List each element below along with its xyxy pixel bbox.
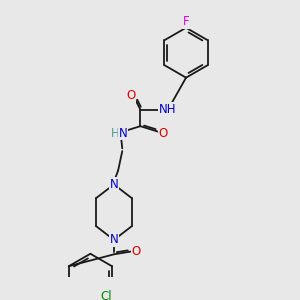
Text: O: O [126, 89, 136, 102]
Text: Cl: Cl [100, 290, 112, 300]
Text: O: O [159, 128, 168, 140]
Text: N: N [110, 233, 118, 246]
Text: F: F [183, 15, 189, 28]
Text: N: N [119, 127, 128, 140]
Text: O: O [131, 245, 141, 258]
Text: H: H [111, 127, 120, 140]
Text: NH: NH [159, 103, 177, 116]
Text: N: N [110, 178, 118, 191]
